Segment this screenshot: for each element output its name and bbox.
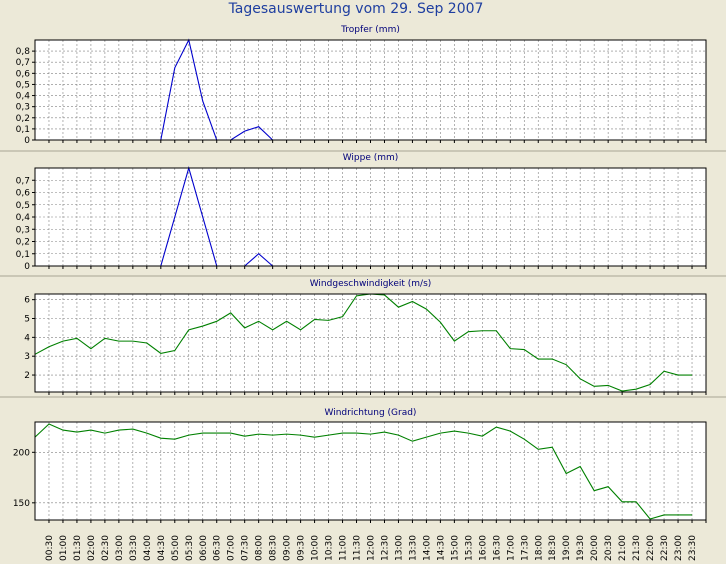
x-tick-label: 08:00 [255, 535, 265, 561]
x-tick-label: 19:30 [576, 535, 586, 561]
x-tick-label: 20:00 [590, 535, 600, 561]
x-tick-label: 12:00 [367, 535, 377, 561]
y-tick-label: 0,1 [16, 125, 30, 135]
x-tick-label: 15:00 [450, 535, 460, 561]
y-tick-label: 6 [24, 296, 30, 306]
wippe-panel: Wippe (mm) 0 0,1 0,2 0,3 0,4 0,5 0,6 0,7 [16, 153, 707, 272]
x-tick-label: 07:00 [227, 535, 237, 561]
y-tick-label: 0,1 [16, 250, 30, 260]
y-tick-label: 5 [24, 315, 30, 325]
x-tick-label: 11:30 [353, 535, 363, 561]
x-tick-label: 05:30 [185, 535, 195, 561]
x-tick-label: 01:00 [59, 535, 69, 561]
y-tick-label: 0,2 [16, 114, 30, 124]
y-tick-label: 0,4 [16, 92, 31, 102]
x-tick-label: 22:00 [646, 535, 656, 561]
y-tick-label: 0,3 [16, 103, 30, 113]
y-tick-label: 3 [24, 352, 30, 362]
y-tick-label: 0,6 [16, 69, 31, 79]
y-tick-label: 0,5 [16, 201, 30, 211]
x-tick-label: 18:00 [534, 535, 544, 561]
x-tick-label: 10:00 [311, 535, 321, 561]
y-tick-label: 0,3 [16, 225, 30, 235]
x-tick-label: 17:30 [520, 535, 530, 561]
x-tick-label: 10:30 [325, 535, 335, 561]
y-tick-label: 150 [13, 499, 30, 509]
x-tick-label: 12:30 [380, 535, 390, 561]
x-tick-label: 21:00 [618, 535, 628, 561]
x-tick-label: 13:30 [408, 535, 418, 561]
x-tick-label: 04:30 [157, 535, 167, 561]
x-tick-label: 18:30 [548, 535, 558, 561]
x-tick-label: 19:00 [562, 535, 572, 561]
x-tick-label: 09:00 [283, 535, 293, 561]
x-tick-label: 06:00 [199, 535, 209, 561]
x-tick-label: 15:30 [464, 535, 474, 561]
x-tick-label: 00:30 [45, 535, 55, 561]
y-tick-label: 0,7 [16, 176, 30, 186]
tropfer-plot-frame [34, 39, 707, 141]
windrichtung-plot-frame [34, 421, 707, 521]
y-tick-label: 0,5 [16, 80, 30, 90]
wippe-plot-frame [34, 167, 707, 267]
wippe-title: Wippe (mm) [343, 153, 399, 163]
windgeschwindigkeit-plot-frame [34, 293, 707, 393]
y-tick-label: 0 [24, 262, 30, 272]
x-tick-label: 02:30 [101, 535, 111, 561]
x-tick-label: 06:30 [213, 535, 223, 561]
x-tick-label: 22:30 [660, 535, 670, 561]
tropfer-title: Tropfer (mm) [340, 25, 400, 35]
y-tick-label: 0,7 [16, 58, 30, 68]
x-tick-label: 04:00 [143, 535, 153, 561]
x-tick-label: 23:00 [674, 535, 684, 561]
x-tick-label: 17:00 [506, 535, 516, 561]
x-tick-label: 11:00 [339, 535, 349, 561]
y-tick-label: 4 [24, 333, 30, 343]
windgeschwindigkeit-series-line [34, 293, 693, 392]
x-tick-label: 20:30 [604, 535, 614, 561]
tropfer-panel: Tropfer (mm) 00,10,20,30,4 0,50,60,70,8 [16, 25, 707, 146]
x-tick-label: 07:30 [241, 535, 251, 561]
x-axis-time-labels: 00:30 01:00 01:30 02:00 02:30 03:00 03:30 04:00… [45, 535, 698, 561]
y-tick-label: 0 [24, 136, 30, 146]
x-tick-label: 21:30 [632, 535, 642, 561]
y-tick-label: 0,2 [16, 238, 30, 248]
x-tick-label: 09:30 [297, 535, 307, 561]
windgeschwindigkeit-title: Windgeschwindigkeit (m/s) [310, 279, 432, 289]
x-tick-label: 02:00 [87, 535, 97, 561]
main-title: Tagesauswertung vom 29. Sep 2007 [228, 1, 484, 17]
x-tick-label: 03:30 [129, 535, 139, 561]
windrichtung-panel: Windrichtung (Grad) 150 200 [13, 408, 707, 523]
x-tick-label: 08:30 [269, 535, 279, 561]
windrichtung-title: Windrichtung (Grad) [325, 408, 417, 418]
x-tick-label: 01:30 [73, 535, 83, 561]
x-tick-label: 16:30 [492, 535, 502, 561]
x-tick-label: 03:00 [115, 535, 125, 561]
y-tick-label: 200 [13, 448, 30, 458]
x-tick-label: 14:00 [422, 535, 432, 561]
y-tick-label: 2 [24, 371, 30, 381]
x-tick-label: 05:00 [171, 535, 181, 561]
windrichtung-series-line [34, 423, 693, 520]
y-tick-label: 0,4 [16, 213, 31, 223]
x-tick-label: 13:00 [394, 535, 404, 561]
windgeschwindigkeit-panel: Windgeschwindigkeit (m/s) 2 3 4 5 6 [24, 279, 707, 395]
x-tick-label: 23:30 [688, 535, 698, 561]
y-tick-label: 0,6 [16, 189, 31, 199]
x-tick-label: 14:30 [436, 535, 446, 561]
x-tick-label: 16:00 [478, 535, 488, 561]
y-tick-label: 0,8 [16, 47, 31, 57]
